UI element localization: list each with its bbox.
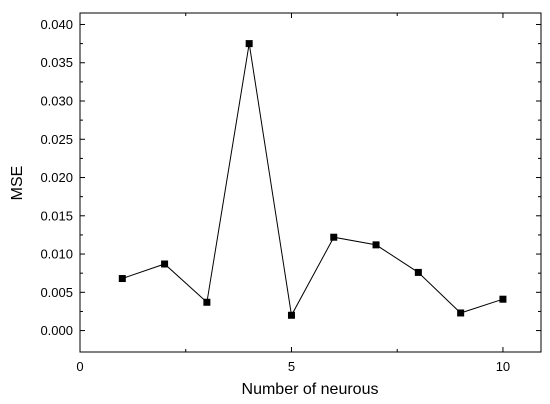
y-axis-title: MSE <box>9 166 26 201</box>
x-tick-label: 0 <box>76 359 83 374</box>
y-tick-label: 0.005 <box>40 285 73 300</box>
data-point <box>287 311 295 319</box>
y-tick-label: 0.025 <box>40 132 73 147</box>
x-tick-label: 5 <box>288 359 295 374</box>
y-tick-label: 0.030 <box>40 94 73 109</box>
y-tick-label: 0.035 <box>40 55 73 70</box>
data-point <box>118 275 126 283</box>
data-point <box>457 309 465 317</box>
y-axis-ticks: 0.000 0.005 0.010 0.015 0.020 0.025 0.030 0.035… <box>40 17 541 338</box>
y-tick-label: 0.010 <box>40 247 73 262</box>
data-point <box>245 40 253 48</box>
data-point <box>161 260 169 268</box>
data-markers <box>118 40 507 319</box>
y-tick-label: 0.015 <box>40 208 73 223</box>
series-line <box>122 43 504 317</box>
data-point <box>203 298 211 306</box>
y-tick-label: 0.020 <box>40 170 73 185</box>
data-point <box>499 295 507 303</box>
data-point <box>372 241 380 249</box>
x-axis-title: Number of neurous <box>242 381 379 398</box>
x-tick-label: 10 <box>496 359 510 374</box>
y-tick-label: 0.040 <box>40 17 73 32</box>
plot-frame <box>79 12 542 353</box>
x-axis-ticks: 0 5 10 <box>76 13 510 374</box>
data-point <box>330 233 338 241</box>
y-tick-label: 0.000 <box>40 323 73 338</box>
data-point <box>414 268 422 276</box>
